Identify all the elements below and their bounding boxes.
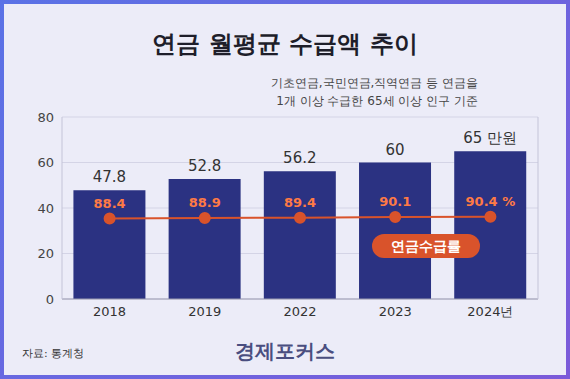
svg-text:90.4 %: 90.4 % — [466, 194, 516, 209]
svg-text:90.1: 90.1 — [379, 194, 411, 209]
html-text:1개 이상 수급한 65세 이상 인구 기준: 1개 이상 수급한 65세 이상 인구 기준 — [276, 94, 478, 108]
svg-text:88.4: 88.4 — [94, 196, 126, 211]
svg-text:47.8: 47.8 — [93, 168, 126, 186]
svg-text:88.9: 88.9 — [189, 195, 221, 210]
svg-text:2022: 2022 — [283, 304, 316, 319]
html-text:연금수급률: 연금수급률 — [391, 238, 461, 254]
svg-text:65 만원: 65 만원 — [463, 129, 517, 147]
svg-text:89.4: 89.4 — [284, 195, 316, 210]
svg-text:60: 60 — [37, 155, 54, 170]
svg-text:2023: 2023 — [379, 304, 412, 319]
svg-text:80: 80 — [37, 110, 54, 125]
svg-text:60: 60 — [385, 141, 404, 159]
svg-text:40: 40 — [37, 201, 54, 216]
svg-text:0: 0 — [46, 292, 54, 307]
svg-text:52.8: 52.8 — [188, 157, 221, 175]
html-text:연금 월평균 수급액 추이: 연금 월평균 수급액 추이 — [152, 30, 418, 58]
html-text:자료: 통계청: 자료: 통계청 — [22, 347, 85, 360]
svg-text:20: 20 — [37, 246, 54, 261]
svg-text:2018: 2018 — [93, 304, 126, 319]
svg-text:2019: 2019 — [188, 304, 221, 319]
svg-text:2024년: 2024년 — [467, 304, 513, 319]
html-text:경제포커스: 경제포커스 — [235, 339, 335, 363]
html-text:기초연금,국민연금,직역연금 등 연금을: 기초연금,국민연금,직역연금 등 연금을 — [270, 76, 478, 90]
svg-text:56.2: 56.2 — [283, 149, 316, 167]
